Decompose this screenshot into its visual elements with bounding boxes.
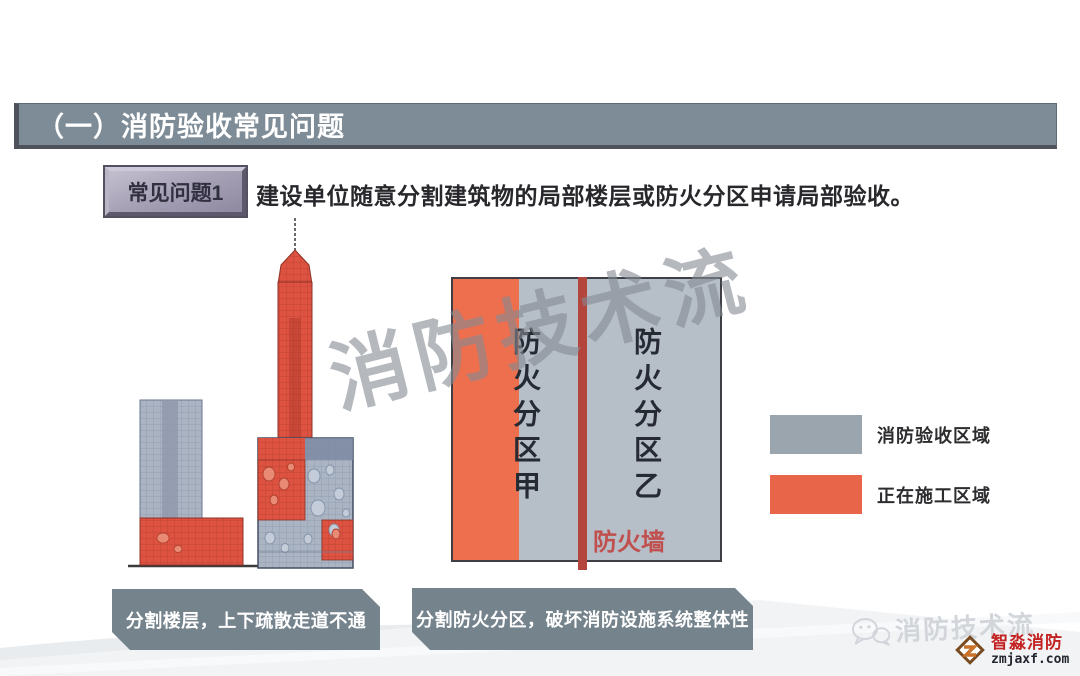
legend-label-construction: 正在施工区域 — [877, 485, 991, 506]
buildings-illustration — [128, 218, 354, 569]
legend-item-construction: 正在施工区域 — [770, 475, 991, 514]
page-title: （一）消防验收常见问题 — [37, 112, 345, 142]
problem-badge: 常见问题1 — [105, 167, 246, 216]
zone-a-label: 防火分区甲 — [510, 327, 541, 507]
zhimiao-logo-text: 智淼消防 zmjaxf.com — [991, 632, 1070, 667]
legend-item-inspection: 消防验收区域 — [770, 415, 991, 454]
footer-brand: 消防技术流 — [849, 604, 1036, 651]
zhimiao-logo: 智淼消防 zmjaxf.com — [953, 633, 1069, 667]
caption-right: 分割防火分区，破坏消防设施系统整体性 — [412, 588, 753, 650]
problem-badge-label: 常见问题1 — [127, 181, 224, 205]
problem-description: 建设单位随意分割建筑物的局部楼层或防火分区申请局部验收。 — [256, 183, 914, 209]
slide-title-bar: （一）消防验收常见问题 — [14, 103, 1057, 149]
caption-left: 分割楼层，上下疏散走道不通 — [112, 589, 380, 650]
firewall-label: 防火墙 — [593, 529, 665, 556]
zhimiao-diamond-icon — [955, 635, 985, 665]
zhimiao-logo-url: zmjaxf.com — [991, 651, 1070, 667]
legend: 消防验收区域 正在施工区域 — [770, 415, 991, 535]
zone-b-label: 防火分区乙 — [631, 327, 662, 507]
fire-zone-diagram: 防火分区甲 防火分区乙 防火墙 — [451, 277, 722, 570]
legend-label-inspection: 消防验收区域 — [877, 425, 991, 446]
wechat-icon — [851, 617, 891, 646]
legend-swatch-inspection — [770, 415, 862, 454]
zhimiao-logo-name: 智淼消防 — [991, 632, 1063, 652]
firewall-bar — [578, 277, 587, 570]
construction-strip — [453, 279, 519, 560]
legend-swatch-construction — [770, 475, 862, 514]
